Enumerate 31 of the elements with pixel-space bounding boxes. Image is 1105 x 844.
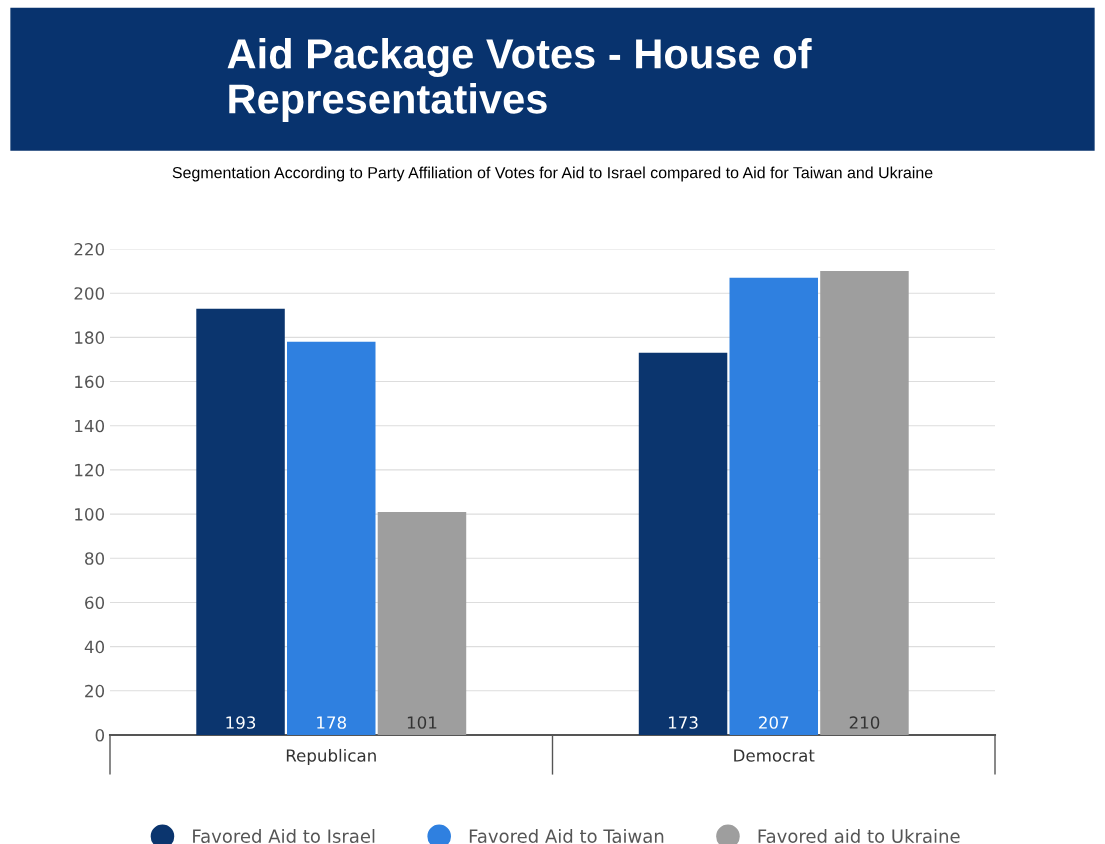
y-tick-label: 140 [75, 419, 105, 433]
data-label: 207 [759, 716, 789, 729]
bar [638, 352, 728, 735]
legend-label: Favored Aid to Taiwan [469, 829, 664, 843]
data-label: 210 [849, 716, 880, 729]
y-tick-label: 20 [85, 684, 105, 698]
bar [196, 308, 285, 735]
y-tick-label: 200 [74, 287, 105, 300]
y-tick-label: 0 [95, 728, 105, 742]
chart-title: Aid Package Votes - House of Representatives [227, 38, 812, 122]
x-tick-label: Democrat [734, 749, 815, 762]
x-tick-label: Republican [286, 748, 376, 766]
y-tick-label: 40 [84, 640, 105, 654]
bar [820, 271, 909, 735]
chart-subtitle: Segmentation According to Party Affiliation of Votes for Aid to Israel compared to Aid for Taiwan and Ukraine [172, 166, 933, 182]
y-tick-label: 100 [75, 508, 105, 521]
data-label: 178 [317, 716, 347, 729]
data-label: 101 [407, 716, 437, 729]
y-tick-label: 80 [85, 552, 105, 565]
y-tick-label: 180 [75, 331, 105, 344]
legend-label: Favored Aid to Israel [193, 829, 375, 843]
data-label: 193 [226, 716, 256, 729]
y-tick-label: 220 [74, 242, 105, 256]
bar [729, 277, 818, 735]
legend-label: Favored aid to Ukraine [758, 829, 960, 843]
y-tick-label: 160 [75, 375, 105, 389]
y-tick-label: 60 [85, 596, 105, 610]
bar [287, 341, 376, 735]
data-label: 173 [668, 716, 698, 729]
y-tick-label: 120 [75, 463, 105, 477]
bar [377, 511, 467, 735]
